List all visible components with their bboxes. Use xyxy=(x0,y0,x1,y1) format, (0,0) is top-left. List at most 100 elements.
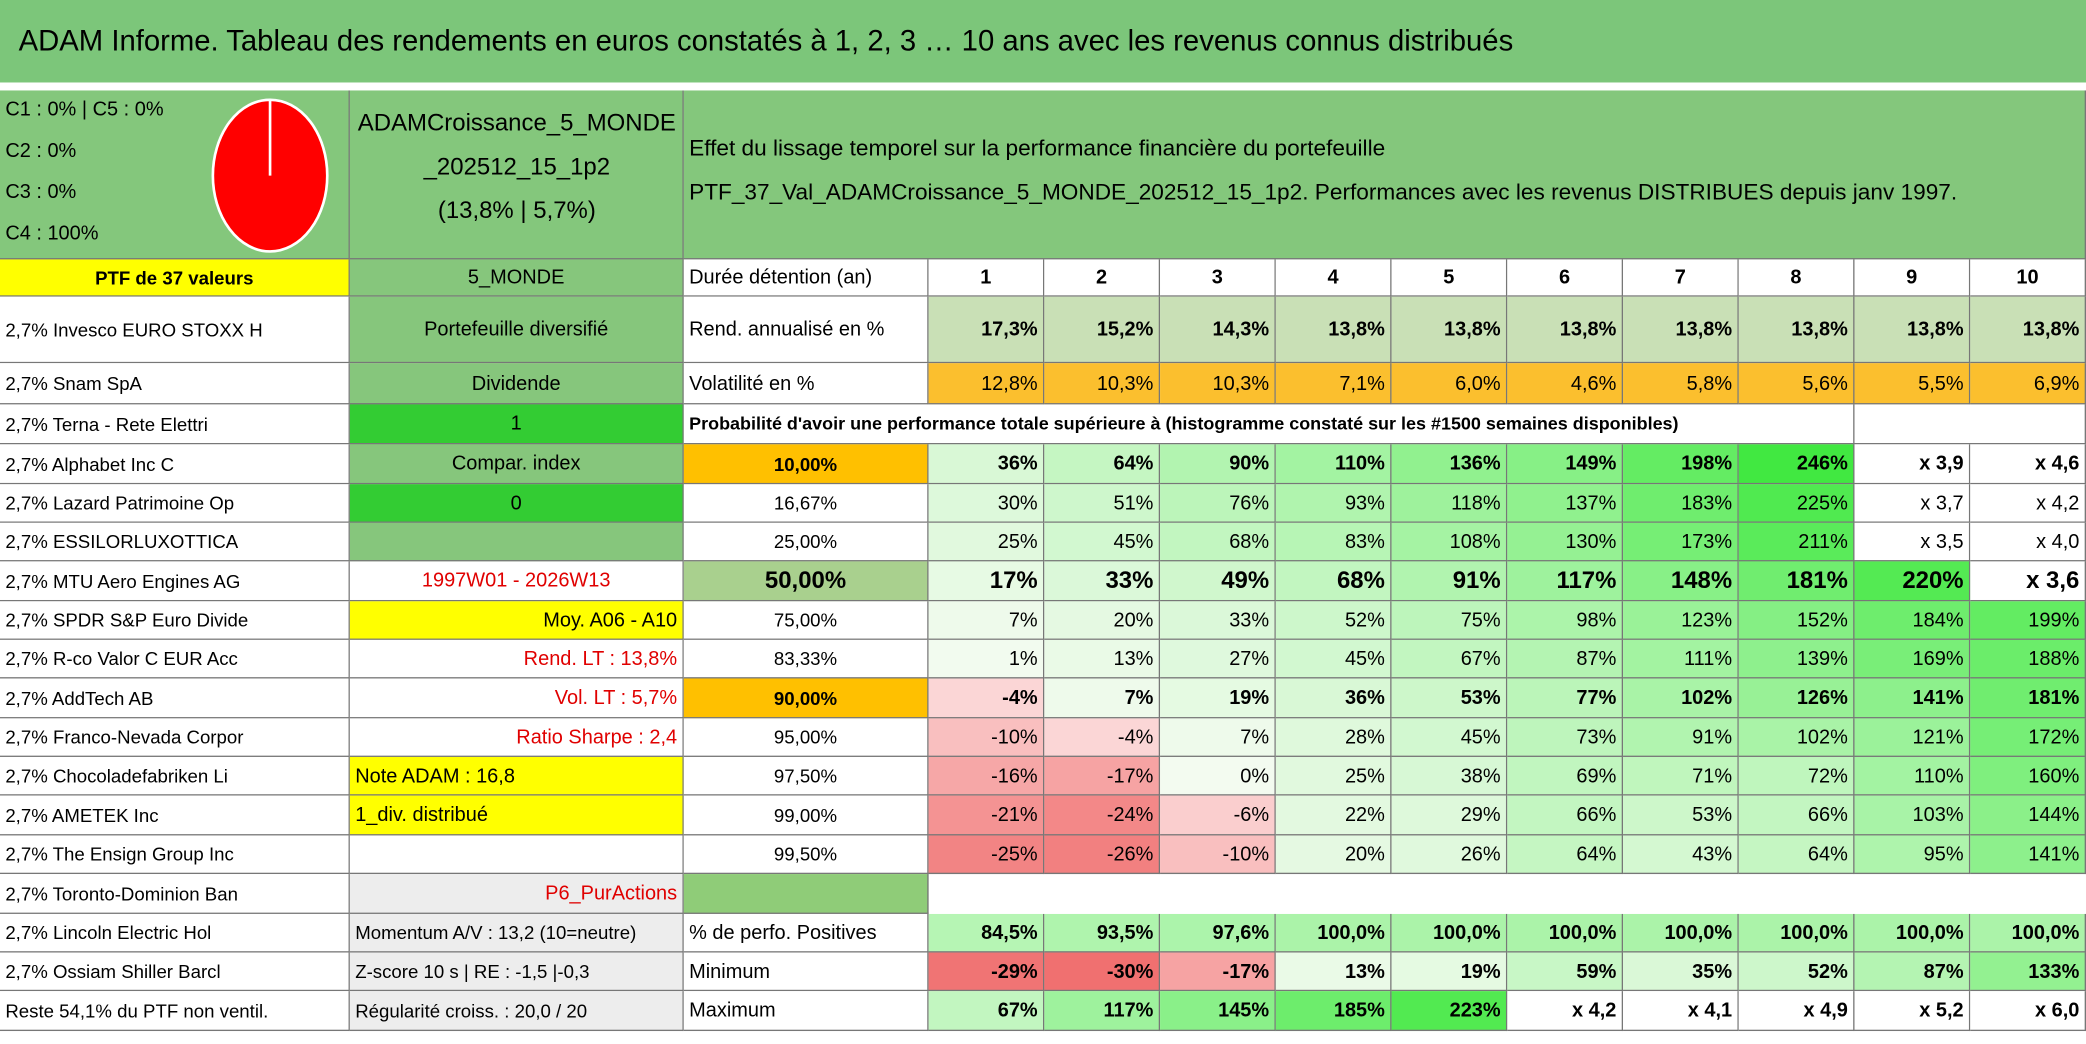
info-cell: 1997W01 - 2026W13 xyxy=(349,561,684,602)
value-cell: 28% xyxy=(1275,718,1392,757)
value-cell: 111% xyxy=(1623,639,1739,679)
value-cell: 7% xyxy=(1160,718,1276,757)
metric-label: 16,67% xyxy=(683,484,929,523)
value-cell: 1 xyxy=(928,259,1045,297)
info-cell: Note ADAM : 16,8 xyxy=(349,756,684,796)
value-cell: 13,8% xyxy=(1391,296,1508,364)
value-cell: 173% xyxy=(1623,522,1739,562)
value-cell: 45% xyxy=(1391,718,1508,757)
value-cell: 137% xyxy=(1507,484,1624,523)
value-cell: -29% xyxy=(928,952,1045,992)
value-cell: 5,6% xyxy=(1738,363,1855,405)
value-cell: 108% xyxy=(1391,522,1508,562)
value-cell: 38% xyxy=(1391,756,1508,796)
description: PTF_37_Val_ADAMCroissance_5_MONDE_202512… xyxy=(689,179,1958,205)
row-label: 2,7% AMETEK Inc xyxy=(0,795,350,836)
row-label: 2,7% Franco-Nevada Corpor xyxy=(0,718,350,757)
value-cell: 72% xyxy=(1738,756,1855,796)
info-cell: 0 xyxy=(349,484,684,523)
row-label: 2,7% Toronto-Dominion Ban xyxy=(0,874,350,914)
metric-label: 83,33% xyxy=(683,639,929,679)
row-label: 2,7% Terna - Rete Elettri xyxy=(0,404,350,445)
row-label: 2,7% Snam SpA xyxy=(0,363,350,405)
info-cell xyxy=(349,522,684,562)
info-cell: Vol. LT : 5,7% xyxy=(349,678,684,719)
value-cell: 53% xyxy=(1391,678,1508,719)
row-label: 2,7% Lincoln Electric Hol xyxy=(0,913,350,953)
value-cell: 211% xyxy=(1738,522,1855,562)
value-cell: 6 xyxy=(1507,259,1624,297)
value-cell: 181% xyxy=(1738,561,1855,602)
row-label: 2,7% SPDR S&P Euro Divide xyxy=(0,601,350,640)
row-label: 2,7% The Ensign Group Inc xyxy=(0,835,350,875)
value-cell: 68% xyxy=(1160,522,1276,562)
metric-label: Minimum xyxy=(683,952,929,992)
value-cell: 102% xyxy=(1623,678,1739,719)
value-cell: 26% xyxy=(1391,835,1508,875)
value-cell: 7,1% xyxy=(1275,363,1392,405)
value-cell: 90% xyxy=(1160,444,1276,485)
value-cell: 3 xyxy=(1160,259,1276,297)
row-label: 2,7% AddTech AB xyxy=(0,678,350,719)
section-heading: Probabilité d'avoir une performance tota… xyxy=(683,404,1855,445)
value-cell: 19% xyxy=(1160,678,1276,719)
allocation-label: C1 : 0% | C5 : 0% xyxy=(5,98,164,122)
value-cell: 91% xyxy=(1391,561,1508,602)
value-cell: 10,3% xyxy=(1044,363,1161,405)
value-cell: 29% xyxy=(1391,795,1508,836)
row-label: 2,7% Chocoladefabriken Li xyxy=(0,756,350,796)
portfolio-box: ADAMCroissance_5_MONDE _202512_15_1p2 (13,… xyxy=(349,90,684,260)
row-label: Reste 54,1% du PTF non ventil. xyxy=(0,991,350,1032)
info-cell: Z-score 10 s | RE : -1,5 |-0,3 xyxy=(349,952,684,992)
row-label: PTF de 37 valeurs xyxy=(0,259,350,297)
info-cell: 5_MONDE xyxy=(349,259,684,297)
value-cell: 64% xyxy=(1738,835,1855,875)
value-cell: 45% xyxy=(1044,522,1161,562)
value-cell: 87% xyxy=(1854,952,1971,992)
value-cell: -17% xyxy=(1044,756,1161,796)
info-cell: Ratio Sharpe : 2,4 xyxy=(349,718,684,757)
value-cell: 73% xyxy=(1507,718,1624,757)
value-cell: 5,8% xyxy=(1623,363,1739,405)
description: Effet du lissage temporel sur la perform… xyxy=(689,135,1386,161)
value-cell: 133% xyxy=(1970,952,2086,992)
value-cell: 0% xyxy=(1160,756,1276,796)
info-cell: P6_PurActions xyxy=(349,874,684,914)
row-label: 2,7% Invesco EURO STOXX H xyxy=(0,296,350,364)
portfolio-name: (13,8% | 5,7%) xyxy=(437,196,596,224)
value-cell: 45% xyxy=(1275,639,1392,679)
info-cell: Régularité croiss. : 20,0 / 20 xyxy=(349,991,684,1032)
value-cell: x 3,6 xyxy=(1970,561,2086,602)
value-cell: 51% xyxy=(1044,484,1161,523)
metric-label: 10,00% xyxy=(683,444,929,485)
value-cell: -10% xyxy=(1160,835,1276,875)
value-cell: 93% xyxy=(1275,484,1392,523)
value-cell: 19% xyxy=(1391,952,1508,992)
metric-label: 97,50% xyxy=(683,756,929,796)
value-cell: x 4,0 xyxy=(1970,522,2086,562)
value-cell: 223% xyxy=(1391,991,1508,1032)
value-cell: 13,8% xyxy=(1970,296,2086,364)
portfolio-name: _202512_15_1p2 xyxy=(423,152,611,180)
row-label: 2,7% Lazard Patrimoine Op xyxy=(0,484,350,523)
value-cell: 13% xyxy=(1044,639,1161,679)
value-cell: 77% xyxy=(1507,678,1624,719)
row-label: 2,7% ESSILORLUXOTTICA xyxy=(0,522,350,562)
value-cell: 149% xyxy=(1507,444,1624,485)
value-cell: 97,6% xyxy=(1160,913,1276,953)
value-cell: x 3,7 xyxy=(1854,484,1971,523)
value-cell: x 6,0 xyxy=(1970,991,2086,1032)
value-cell: 71% xyxy=(1623,756,1739,796)
value-cell: 141% xyxy=(1854,678,1971,719)
metric-label: % de perfo. Positives xyxy=(683,913,929,953)
value-cell: 12,8% xyxy=(928,363,1045,405)
value-cell: 148% xyxy=(1623,561,1739,602)
value-cell: x 4,9 xyxy=(1738,991,1855,1032)
value-cell: 59% xyxy=(1507,952,1624,992)
value-cell: 13,8% xyxy=(1623,296,1739,364)
value-cell: 13,8% xyxy=(1507,296,1624,364)
value-cell: 246% xyxy=(1738,444,1855,485)
value-cell: 7 xyxy=(1623,259,1739,297)
value-cell: 185% xyxy=(1275,991,1392,1032)
